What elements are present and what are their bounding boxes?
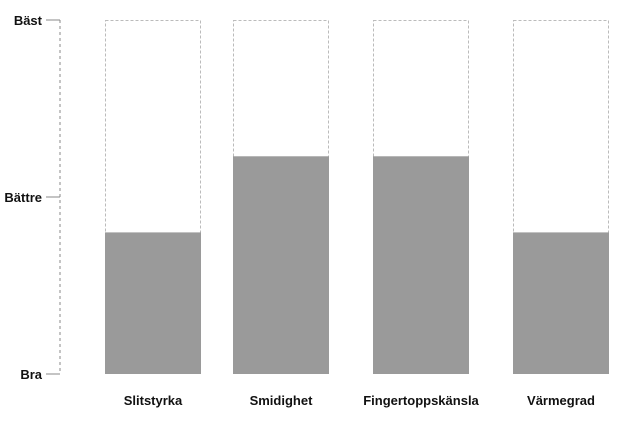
y-tick-label: Bättre [4, 190, 42, 205]
y-tick-label: Bäst [14, 13, 43, 28]
category-label: Slitstyrka [124, 393, 183, 408]
bars [105, 20, 609, 374]
bar [233, 156, 329, 374]
bar [373, 156, 469, 374]
category-label: Värmegrad [527, 393, 595, 408]
bar [105, 232, 201, 374]
y-tick-label: Bra [20, 367, 42, 382]
bar [513, 232, 609, 374]
category-label: Smidighet [250, 393, 314, 408]
category-labels: Slitstyrka Smidighet Fingertoppskänsla Värm… [124, 393, 595, 408]
y-axis: Bra Bättre Bäst [4, 13, 61, 382]
category-label: Fingertoppskänsla [363, 393, 479, 408]
